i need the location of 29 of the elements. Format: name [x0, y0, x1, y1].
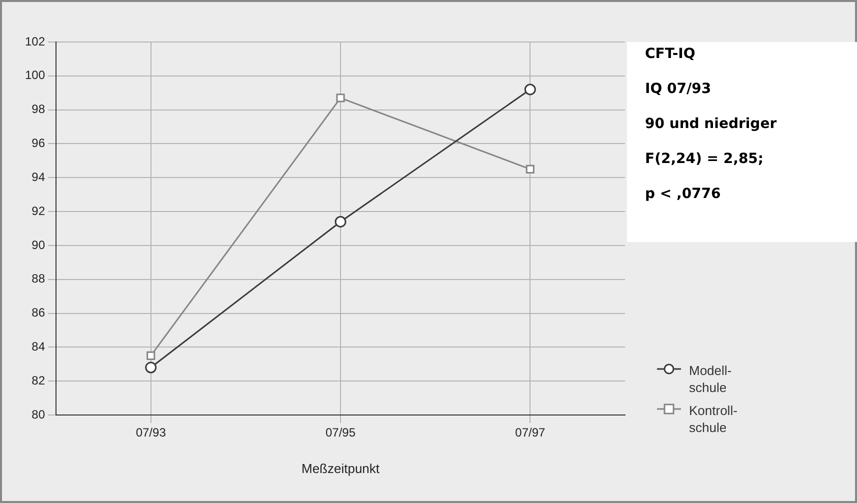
y-tick-label: 98: [32, 102, 46, 116]
y-tick-label: 94: [32, 170, 46, 184]
x-tick-label: 07/93: [136, 426, 166, 440]
point: [334, 216, 346, 228]
x-tick-label: 07/97: [515, 426, 546, 440]
legend-label: Modell- schule: [689, 362, 732, 396]
y-tick-label: 92: [32, 204, 46, 218]
y-tick-label: 84: [32, 339, 46, 354]
point: [526, 164, 534, 174]
y-tick-label: 90: [32, 238, 46, 252]
text: IQ 07/93: [645, 81, 712, 99]
y-tick-label: 82: [32, 373, 46, 388]
y-tick-label: 88: [32, 272, 46, 286]
point: [336, 94, 345, 102]
y-tick-label: 96: [32, 136, 46, 150]
text: CFT-IQ: [645, 46, 696, 64]
text: 90 und niedriger: [645, 116, 778, 134]
y-tick-label: 86: [32, 306, 46, 320]
point: [145, 362, 157, 374]
point: [146, 351, 156, 360]
text: F(2,24) = 2,85;: [645, 151, 765, 169]
y-tick-label: 80: [32, 407, 46, 422]
x-tick-label: 07/95: [325, 426, 356, 440]
y-tick-label: 100: [24, 68, 46, 82]
text: p < ,0776: [645, 186, 722, 204]
legend-label: Kontroll- schule: [689, 402, 738, 436]
point: [524, 84, 536, 96]
x-axis-title: Meßzeitpunkt: [301, 460, 380, 476]
y-tick-label: 102: [24, 34, 46, 48]
